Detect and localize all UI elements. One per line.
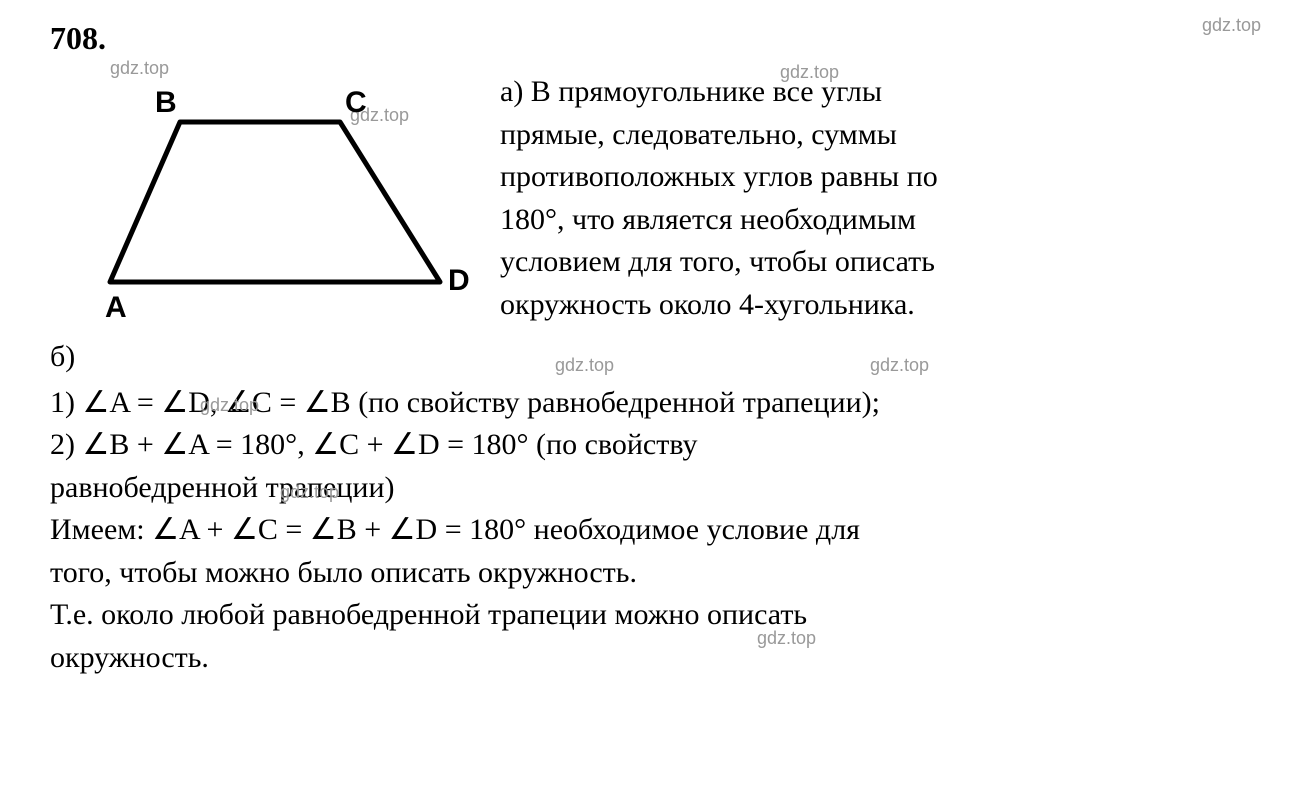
plus: + bbox=[129, 428, 161, 461]
text-line-7: окружность. bbox=[50, 638, 1266, 679]
angle-symbol: ∠ bbox=[389, 513, 416, 546]
angle-symbol: ∠ bbox=[225, 386, 252, 419]
text-line: окружность около 4-хугольника. bbox=[500, 285, 1266, 326]
angle-letter: C bbox=[339, 428, 359, 461]
equals: = bbox=[129, 386, 161, 419]
angle-symbol: ∠ bbox=[310, 513, 337, 546]
angle-symbol: ∠ bbox=[231, 513, 258, 546]
plus: + bbox=[357, 513, 389, 546]
plus: + bbox=[199, 513, 231, 546]
trapezoid-figure: A B C D bbox=[50, 72, 480, 322]
deg: = 180° bbox=[208, 428, 297, 461]
comma: , bbox=[297, 428, 312, 461]
part-b-text: б) 1) ∠A = ∠D, ∠C = ∠B (по свойству равн… bbox=[50, 337, 1266, 678]
text-line: прямые, следовательно, суммы bbox=[500, 115, 1266, 156]
suffix: = 180° необходимое условие для bbox=[437, 513, 860, 546]
angle-letter: D bbox=[188, 386, 210, 419]
angle-letter: B bbox=[331, 386, 351, 419]
equals: = bbox=[278, 513, 310, 546]
angle-symbol: ∠ bbox=[83, 386, 110, 419]
angle-symbol: ∠ bbox=[161, 386, 188, 419]
angle-symbol: ∠ bbox=[312, 428, 339, 461]
angle-symbol: ∠ bbox=[152, 513, 179, 546]
svg-text:C: C bbox=[345, 86, 367, 119]
prefix: 2) bbox=[50, 428, 83, 461]
text-line-1: 1) ∠A = ∠D, ∠C = ∠B (по свойству равнобе… bbox=[50, 383, 1266, 424]
problem-number: 708. bbox=[50, 20, 1266, 57]
svg-text:A: A bbox=[105, 291, 127, 322]
angle-symbol: ∠ bbox=[304, 386, 331, 419]
text-line-4: Имеем: ∠A + ∠C = ∠B + ∠D = 180° необходи… bbox=[50, 510, 1266, 551]
text-line: а) В прямоугольнике все углы bbox=[500, 72, 1266, 113]
plus: + bbox=[359, 428, 391, 461]
angle-letter: B bbox=[109, 428, 129, 461]
text-line: 180°, что является необходимым bbox=[500, 200, 1266, 241]
angle-symbol: ∠ bbox=[83, 428, 110, 461]
prefix: 1) bbox=[50, 386, 83, 419]
angle-letter: D bbox=[418, 428, 440, 461]
suffix: (по свойству bbox=[529, 428, 698, 461]
angle-letter: A bbox=[188, 428, 208, 461]
text-line: условием для того, чтобы описать bbox=[500, 242, 1266, 283]
text-line-3: равнобедренной трапеции) bbox=[50, 468, 1266, 509]
angle-symbol: ∠ bbox=[161, 428, 188, 461]
deg: = 180° bbox=[440, 428, 529, 461]
equals: = bbox=[272, 386, 304, 419]
suffix: (по свойству равнобедренной трапеции); bbox=[351, 386, 880, 419]
part-b-label: б) bbox=[50, 337, 1266, 378]
part-a-text: а) В прямоугольнике все углы прямые, сле… bbox=[500, 72, 1266, 327]
angle-symbol: ∠ bbox=[391, 428, 418, 461]
text-line: противоположных углов равны по bbox=[500, 157, 1266, 198]
text-line-6: Т.е. около любой равнобедренной трапеции… bbox=[50, 595, 1266, 636]
prefix: Имеем: bbox=[50, 513, 152, 546]
text-line-5: того, чтобы можно было описать окружност… bbox=[50, 553, 1266, 594]
angle-letter: B bbox=[337, 513, 357, 546]
angle-letter: C bbox=[258, 513, 278, 546]
text-line-2: 2) ∠B + ∠A = 180°, ∠C + ∠D = 180° (по св… bbox=[50, 425, 1266, 466]
svg-text:B: B bbox=[155, 86, 177, 119]
angle-letter: D bbox=[416, 513, 438, 546]
svg-text:D: D bbox=[448, 264, 470, 297]
trapezoid-svg: A B C D bbox=[50, 72, 480, 322]
comma: , bbox=[210, 386, 225, 419]
angle-letter: C bbox=[252, 386, 272, 419]
angle-letter: A bbox=[179, 513, 199, 546]
top-section: A B C D а) В прямоугольнике все углы прямые… bbox=[50, 72, 1266, 327]
angle-letter: A bbox=[109, 386, 129, 419]
